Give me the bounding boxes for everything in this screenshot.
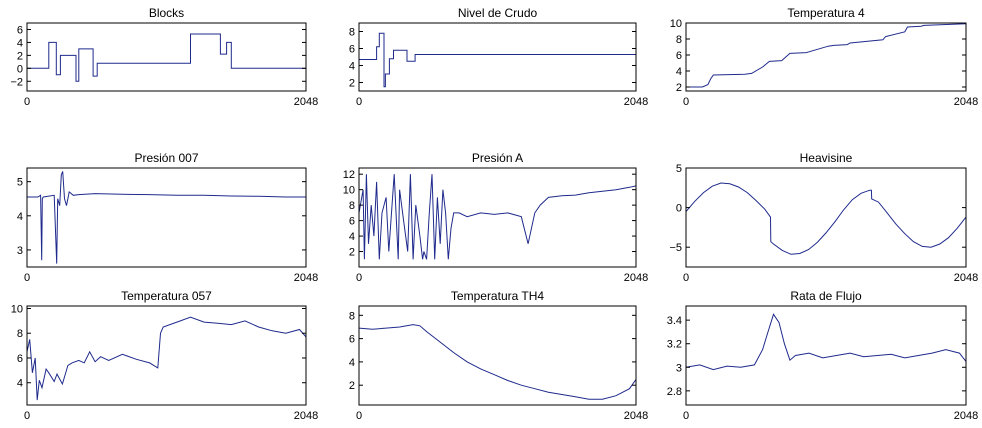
x-tick-label: 2048 [954,96,978,108]
x-tick-label: 2048 [954,272,978,284]
y-tick-label: 4 [676,66,682,78]
x-tick-label: 0 [356,96,362,108]
axes-frame [358,167,637,268]
y-tick-label: 6 [17,353,23,365]
y-tick-label: 3 [676,362,682,374]
y-tick-label: 6 [349,216,355,228]
y-tick-label: 4 [349,357,355,369]
series-line [27,171,306,264]
y-tick-label: 6 [349,334,355,346]
x-tick-label: 0 [683,96,689,108]
x-tick-label: 0 [356,410,362,422]
panel-title: Nivel de Crudo [458,6,538,20]
series-line [358,174,637,260]
panel-3: Temperatura 4 2 4 6 8 10 0 2048 [670,6,978,108]
axes-frame [26,22,307,92]
y-tick-label: 5 [17,177,23,189]
y-tick-label: 6 [676,50,682,62]
panel-2: Nivel de Crudo 2 4 6 8 0 2048 [349,6,648,108]
series-line [26,316,307,401]
y-tick-label: −2 [10,76,23,88]
panel-title: Heavisine [800,151,853,165]
panel-title: Rata de Flujo [790,289,862,303]
y-tick-label: 6 [17,24,23,36]
panel-6: Heavisine −5 0 5 0 2048 [669,151,978,284]
x-tick-label: 2048 [954,410,978,422]
y-tick-label: 2 [349,78,355,90]
panel-title: Temperatura TH4 [451,289,544,303]
axes-frame [358,22,637,92]
y-tick-label: 4 [349,231,355,243]
x-tick-label: 0 [24,272,30,284]
panel-title: Temperatura 4 [787,6,865,20]
x-tick-label: 2048 [294,96,318,108]
series-line [685,182,967,255]
axes-frame [26,305,307,406]
panel-7: Temperatura 057 4 6 8 10 0 2048 [11,289,318,422]
y-tick-label: 4 [17,211,23,223]
y-tick-label: 10 [670,18,682,30]
y-tick-label: 8 [17,328,23,340]
axes-frame [685,22,967,92]
y-tick-label: 5 [676,163,682,175]
series-line [686,23,967,88]
axes-frame [26,167,307,268]
axes-frame [685,167,967,268]
y-tick-label: 2.8 [667,386,682,398]
y-tick-label: 8 [349,27,355,39]
y-tick-label: 3.4 [667,315,682,327]
series-line [358,324,637,400]
series-line [685,313,967,371]
series-line [359,32,636,88]
x-tick-label: 0 [683,272,689,284]
y-tick-label: 2 [676,82,682,94]
panel-5: Presión A 2 4 6 8 10 12 0 2048 [343,151,648,284]
panel-title: Blocks [149,6,184,20]
x-tick-label: 0 [683,410,689,422]
y-tick-label: −5 [669,242,682,254]
y-tick-label: 2 [349,247,355,259]
y-tick-label: 3.2 [667,339,682,351]
panel-8: Temperatura TH4 2 4 6 8 0 2048 [349,289,648,422]
panel-title: Presión 007 [134,151,198,165]
y-tick-label: 8 [349,310,355,322]
x-tick-label: 0 [24,96,30,108]
panel-9: Rata de Flujo 2.8 3 3.2 3.4 0 2048 [667,289,979,422]
x-tick-label: 2048 [294,410,318,422]
y-tick-label: 8 [349,200,355,212]
y-tick-label: 8 [676,34,682,46]
y-tick-label: 12 [343,169,355,181]
panel-title: Temperatura 057 [121,289,212,303]
series-line [27,33,306,82]
x-tick-label: 0 [356,272,362,284]
axes-frame [358,305,637,406]
y-tick-label: 0 [676,203,682,215]
panel-4: Presión 007 3 4 5 0 2048 [17,151,318,284]
y-tick-label: 3 [17,245,23,257]
y-tick-label: 0 [17,63,23,75]
y-tick-label: 10 [343,185,355,197]
x-tick-label: 2048 [624,410,648,422]
x-tick-label: 2048 [294,272,318,284]
y-tick-label: 4 [17,378,23,390]
x-tick-label: 2048 [624,96,648,108]
y-tick-label: 6 [349,44,355,56]
x-tick-label: 2048 [624,272,648,284]
axes-frame [685,305,967,406]
y-tick-label: 4 [17,37,23,49]
y-tick-label: 2 [349,380,355,392]
y-tick-label: 2 [17,50,23,62]
y-tick-label: 10 [11,303,23,315]
panel-title: Presión A [472,151,523,165]
x-tick-label: 0 [24,410,30,422]
y-tick-label: 4 [349,61,355,73]
